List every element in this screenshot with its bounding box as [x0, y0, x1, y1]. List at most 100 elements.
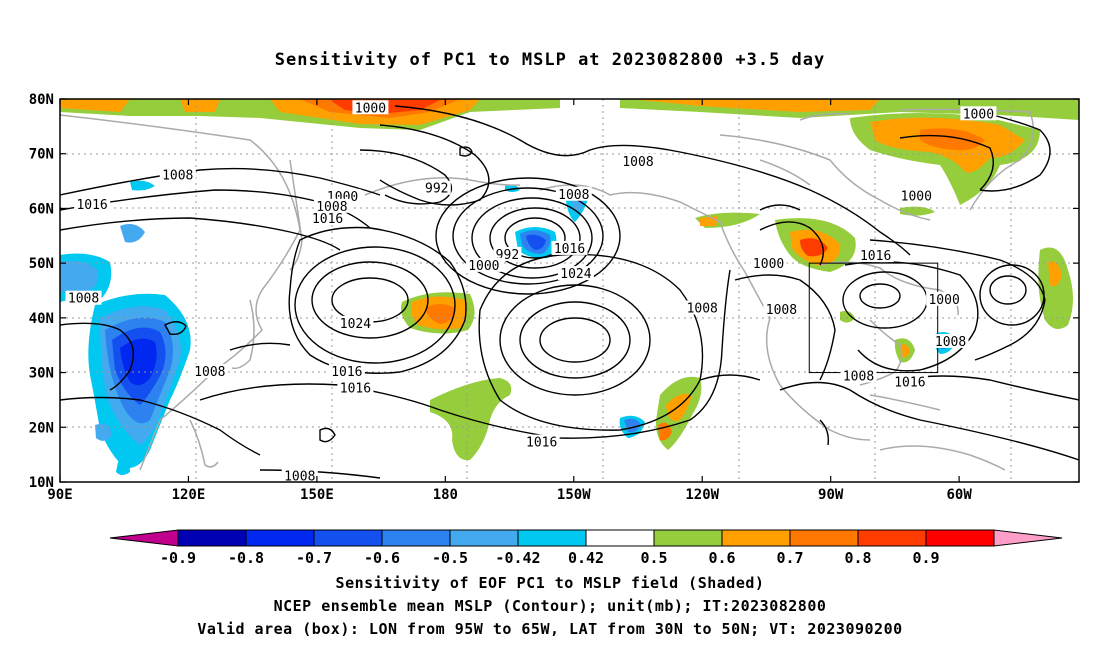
contour-label-text: 1016 — [860, 249, 891, 264]
lat-label: 10N — [29, 475, 54, 491]
contour-label-bg — [960, 106, 997, 121]
negative-shading — [60, 261, 99, 292]
map-gridlines — [60, 99, 1079, 482]
positive-shading — [180, 99, 220, 112]
contour-label-bg — [337, 380, 374, 395]
lon-label: 120W — [685, 487, 719, 503]
contour-label-bg — [932, 333, 969, 348]
contour-label: 1008 — [932, 333, 969, 350]
colorbar-swatch — [721, 529, 791, 547]
lon-label: 150W — [557, 487, 591, 503]
contour-label: 1016 — [328, 364, 365, 380]
negative-shading — [526, 234, 546, 250]
contour-label: 1008 — [555, 186, 592, 203]
colorbar-swatch — [925, 529, 995, 547]
contour-label-text: 1016 — [312, 212, 343, 227]
lat-label: 70N — [29, 147, 54, 163]
contour-label-text: 1008 — [162, 169, 193, 184]
footer-line-1: Sensitivity of EOF PC1 to MSLP field (Sh… — [335, 574, 765, 592]
colorbar-swatch — [789, 529, 859, 547]
lat-label: 80N — [29, 92, 54, 108]
colorbar-label: -0.5 — [432, 549, 468, 567]
colorbar-label: -0.6 — [364, 549, 400, 567]
contour-label-bg — [191, 364, 228, 379]
contour-label-bg — [523, 434, 560, 449]
contour-label: 1000 — [352, 100, 389, 116]
negative-shading — [130, 180, 155, 191]
contour-label: 1008 — [620, 153, 657, 170]
contour-label-text: 1000 — [928, 293, 959, 308]
contour-label-text: 1016 — [526, 436, 557, 451]
positive-shading — [1048, 261, 1062, 287]
contour-label-text: 1000 — [468, 259, 499, 274]
footer-line-2: NCEP ensemble mean MSLP (Contour); unit(… — [273, 597, 827, 615]
colorbar-swatch — [585, 529, 655, 547]
colorbar-end-high — [993, 529, 1063, 547]
map-title: Sensitivity of PC1 to MSLP at 2023082800… — [274, 50, 826, 70]
contour-label-text: 1008 — [558, 188, 589, 203]
footer-line-3: Valid area (box): LON from 95W to 65W, L… — [197, 620, 903, 638]
contour-label-bg — [891, 374, 928, 389]
contour-label: 992 — [422, 180, 451, 197]
contour-label-text: 992 — [425, 182, 448, 197]
positive-shading — [840, 310, 855, 323]
contour-label: 1008 — [763, 302, 800, 318]
contour-label-text: 1000 — [753, 257, 784, 272]
contour-label: 1000 — [960, 106, 997, 122]
positive-shading — [900, 344, 910, 358]
contour-label: 1000 — [750, 256, 787, 272]
lat-label: 30N — [29, 366, 54, 382]
contour-label-text: 1008 — [622, 155, 653, 170]
contour-label-bg — [750, 256, 787, 271]
contour-label-text: 1016 — [894, 375, 925, 390]
colorbar-label: 0.6 — [708, 549, 735, 567]
colorbar-label: 0.7 — [776, 549, 803, 567]
contour-label-bg — [74, 197, 111, 212]
contour-label-bg — [620, 153, 657, 168]
contour-label: 1016 — [337, 380, 374, 396]
positive-shading — [920, 128, 985, 151]
positive-shading — [1038, 247, 1073, 329]
contour-label-text: 1016 — [331, 365, 362, 380]
contour-label-bg — [926, 291, 963, 306]
colorbar-label: -0.42 — [495, 549, 540, 567]
axis-ticks — [59, 98, 1079, 483]
contour-label: 1024 — [557, 266, 594, 282]
contour-label-text: 1016 — [554, 242, 585, 257]
coastlines — [60, 108, 1035, 471]
contour-label-text: 1008 — [843, 369, 874, 384]
contour-label: 1000 — [926, 291, 963, 308]
contour-label-bg — [65, 290, 102, 305]
lat-label: 40N — [29, 311, 54, 327]
lat-label: 20N — [29, 420, 54, 436]
colorbar-swatch — [381, 529, 451, 547]
contour-label: 1016 — [891, 374, 928, 390]
contour-label: 1016 — [523, 434, 560, 451]
lat-label: 50N — [29, 256, 54, 272]
negative-shading — [120, 338, 157, 386]
contour-label-text: 1024 — [340, 317, 371, 332]
positive-shading — [425, 304, 455, 324]
lon-label: 90E — [47, 487, 72, 503]
contour-label-text: 1008 — [284, 470, 315, 485]
contour-label-bg — [551, 240, 588, 255]
colorbar-swatch — [313, 529, 383, 547]
contour-label-text: 1016 — [340, 381, 371, 396]
contour-label-text: 1000 — [963, 107, 994, 122]
contour-label-bg — [352, 100, 389, 115]
contour-label: 1008 — [159, 167, 196, 184]
contour-label: 1016 — [74, 197, 111, 213]
contour-label: 1008 — [684, 300, 721, 317]
colorbar-labels: -0.9 -0.8 -0.7 -0.6 -0.5 -0.42 0.42 0.5 0.6 0.7 0.… — [160, 549, 940, 567]
contour-label-text: 1008 — [687, 302, 718, 317]
colorbar-label: 0.8 — [844, 549, 871, 567]
colorbar-swatch — [857, 529, 927, 547]
contour-label-bg — [281, 468, 318, 482]
contour-label: 1016 — [857, 248, 894, 264]
latitude-axis: 80N 70N 60N 50N 40N 30N 20N 10N — [29, 92, 54, 491]
contour-label: 992 — [493, 246, 522, 263]
lon-label: 120E — [172, 487, 206, 503]
contour-label-bg — [840, 368, 877, 383]
contour-label: 1000 — [898, 188, 935, 204]
